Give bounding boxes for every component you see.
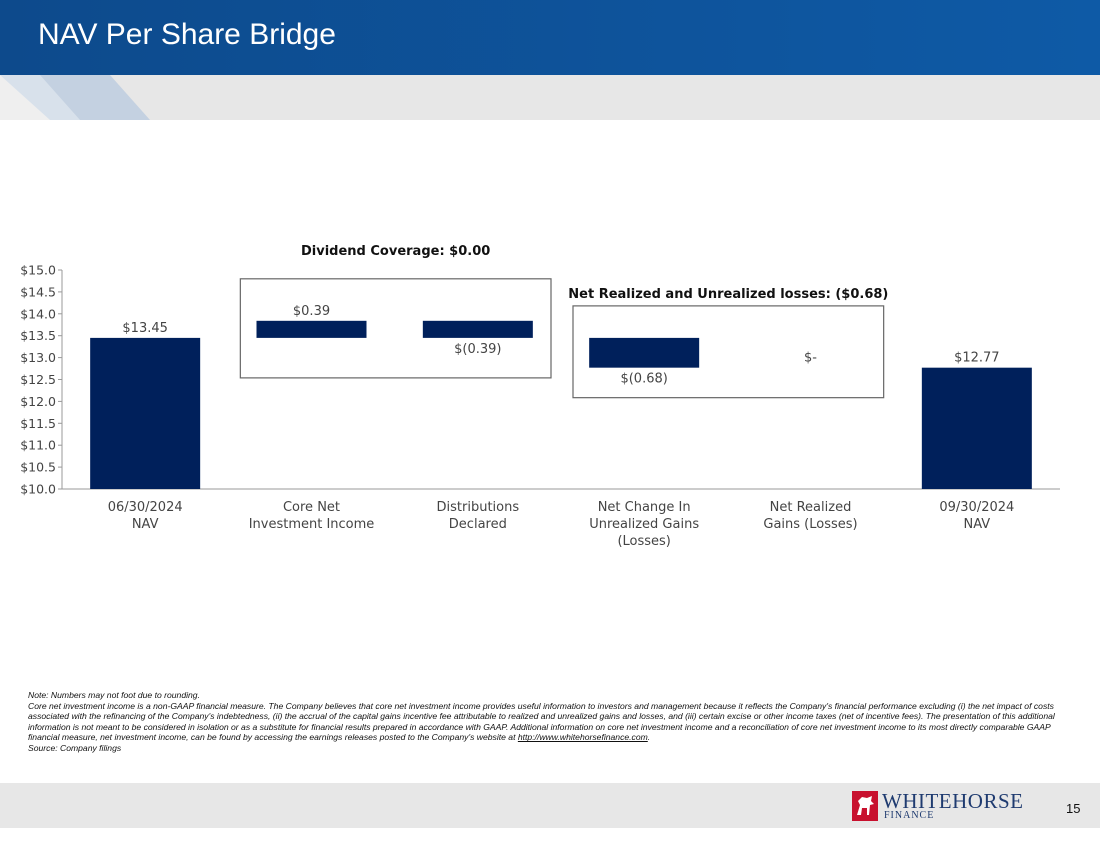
website-link[interactable]: http://www.whitehorsefinance.com [517,732,648,743]
y-tick-label: $10.0 [20,482,56,497]
y-tick-label: $13.0 [20,350,56,365]
x-tick-label-line: NAV [132,517,159,532]
footer-bar [0,783,1100,828]
bar [422,320,533,338]
note-core-nii-end: . [647,732,651,743]
x-tick-label: 06/30/2024 NAV [108,500,183,532]
y-tick-label: $14.5 [20,284,56,299]
annotation-label: Net Realized and Unrealized losses: ($0.… [568,287,888,302]
x-tick-label: 09/30/2024 NAV [939,500,1014,532]
y-tick-label: $13.5 [20,328,56,343]
x-tick-label-line: (Losses) [617,534,670,549]
logo-wordmark: WHITEHORSE [882,789,1024,813]
data-label: $12.77 [954,351,1000,366]
data-label: $(0.39) [454,342,501,357]
logo-subtext: FINANCE [884,810,935,821]
note-source: Source: Company filings [28,742,122,753]
y-tick-label: $12.5 [20,372,56,387]
y-tick-label: $11.5 [20,416,56,431]
x-tick-label-line: Gains (Losses) [763,517,857,532]
x-tick-label-line: 09/30/2024 [939,500,1014,515]
note-core-nii: Core net investment income is a non-GAAP… [28,701,1068,743]
note-core-nii-text: Core net investment income is a non-GAAP… [28,700,1055,743]
x-tick-label-line: Unrealized Gains [589,517,699,532]
x-tick-label: Net Change In Unrealized Gains (Losses) [589,500,699,549]
header-decoration [0,75,150,120]
annotation-box [239,278,552,379]
x-tick-label-line: Distributions [437,500,520,515]
page-title: NAV Per Share Bridge [38,18,336,51]
y-tick-label: $11.0 [20,438,56,453]
x-tick-label-line: Net Realized [770,500,852,515]
bar [90,337,201,489]
x-tick-label: Net Realized Gains (Losses) [763,500,857,532]
annotation-box [572,305,885,399]
data-label: $13.45 [122,321,168,336]
x-tick-label: Core Net Investment Income [249,500,375,532]
bar [256,320,367,338]
data-label: $(0.68) [620,372,667,387]
y-tick-label: $14.0 [20,306,56,321]
nav-bridge-chart: $10.0 $10.5 $11.0 $11.5 $12.0 $12.5 $13.0 $13.5… [20,244,1060,549]
y-tick-label: $15.0 [20,263,56,278]
header-bar: NAV Per Share Bridge [0,0,1100,75]
x-tick-label-line: 06/30/2024 [108,500,183,515]
bar [589,337,700,368]
y-tick-label: $10.5 [20,460,56,475]
x-tick-label-line: Investment Income [249,517,375,532]
horse-logo-icon [852,791,878,821]
bar [921,367,1032,489]
x-tick-label-line: Declared [449,517,507,532]
x-tick-label-line: NAV [963,517,990,532]
data-label: $- [804,351,817,366]
page-number: 15 [1066,801,1081,816]
whitehorse-logo: WHITEHORSE FINANCE [852,789,1047,825]
y-tick-label: $12.0 [20,394,56,409]
x-tick-label: Distributions Declared [437,500,520,532]
annotation-label: Dividend Coverage: $0.00 [301,244,490,259]
x-tick-label-line: Core Net [283,500,340,515]
note-rounding: Note: Numbers may not foot due to roundi… [28,690,200,700]
subheader-bar [0,75,1100,120]
footnotes: Note: Numbers may not foot due to roundi… [28,690,1068,754]
data-label: $0.39 [293,304,330,319]
x-tick-label-line: Net Change In [598,500,691,515]
